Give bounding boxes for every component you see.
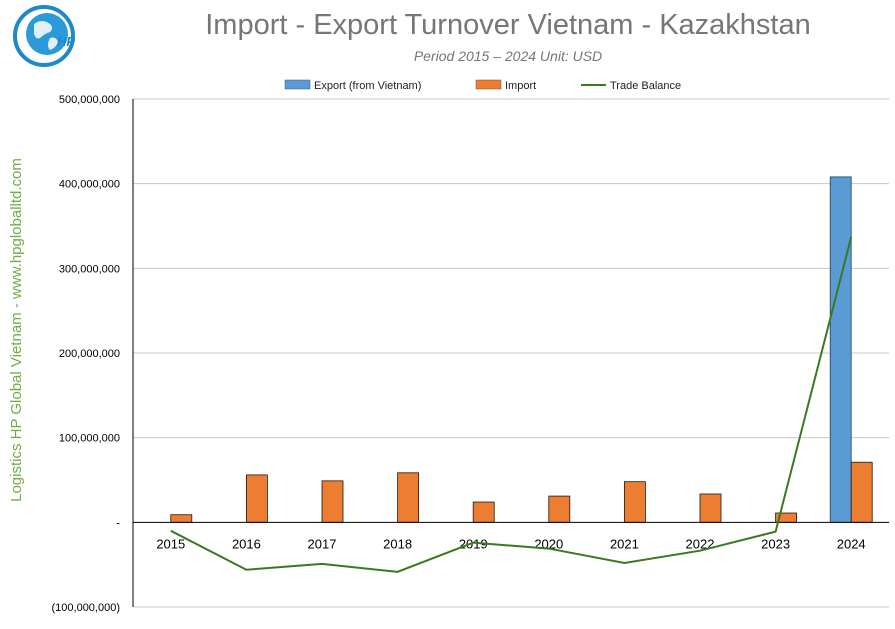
trade-balance-series — [170, 236, 853, 573]
legend-item-trade-balance: Trade Balance — [581, 80, 681, 92]
legend-item-export: Export (from Vietnam) — [284, 79, 421, 92]
y-tick-label: 500,000,000 — [59, 94, 120, 106]
bar-import-2022 — [699, 493, 722, 523]
legend-label-import: Import — [505, 80, 536, 92]
x-axis-ticks: 2015 2016 2017 2018 2019 2020 2021 2022 2023 2024 — [156, 536, 865, 551]
x-tick-label: 2022 — [686, 536, 715, 551]
legend-swatch-import — [475, 79, 502, 90]
x-tick-label: 2016 — [232, 536, 261, 551]
legend-swatch-export — [284, 79, 311, 90]
bar-export-2024 — [829, 176, 852, 523]
x-tick-label: 2019 — [459, 536, 488, 551]
bar-import-2020 — [548, 495, 571, 523]
logo-text: HP — [57, 34, 75, 49]
x-tick-label: 2021 — [610, 536, 639, 551]
y-axis-ticks: 500,000,000 400,000,000 300,000,000 200,000… — [52, 94, 121, 614]
x-tick-label: 2018 — [383, 536, 412, 551]
x-tick-label: 2024 — [837, 536, 866, 551]
x-tick-label: 2017 — [308, 536, 337, 551]
legend-item-import: Import — [475, 79, 536, 92]
logo-continents — [34, 21, 58, 50]
bar-import-2019 — [472, 501, 495, 523]
legend-label-trade-balance: Trade Balance — [610, 80, 681, 92]
x-tick-label: 2023 — [761, 536, 790, 551]
bar-import-2021 — [624, 481, 646, 523]
x-tick-label: 2015 — [156, 536, 185, 551]
chart-subtitle: Period 2015 – 2024 Unit: USD — [414, 48, 602, 64]
y-tick-label: - — [116, 517, 120, 529]
bars — [170, 176, 873, 523]
bar-import-2024 — [850, 461, 873, 523]
side-watermark-label: Logistics HP Global Vietnam - www.hpglob… — [8, 158, 25, 502]
bar-import-2018 — [397, 472, 420, 523]
gridlines — [133, 98, 889, 608]
bar-import-2017 — [321, 480, 344, 523]
y-tick-label: 200,000,000 — [59, 348, 120, 360]
trade-balance-line — [170, 236, 853, 573]
legend-label-export: Export (from Vietnam) — [314, 80, 421, 92]
bar-import-2016 — [245, 474, 268, 523]
y-tick-label: (100,000,000) — [52, 602, 121, 614]
y-tick-label: 100,000,000 — [59, 433, 120, 445]
legend: Export (from Vietnam) Import Trade Balan… — [284, 79, 681, 92]
y-tick-label: 400,000,000 — [59, 179, 120, 191]
logo: HP — [13, 5, 75, 67]
y-tick-label: 300,000,000 — [59, 263, 120, 275]
chart-title: Import - Export Turnover Vietnam - Kazak… — [205, 9, 811, 41]
bar-import-2015 — [170, 514, 193, 523]
